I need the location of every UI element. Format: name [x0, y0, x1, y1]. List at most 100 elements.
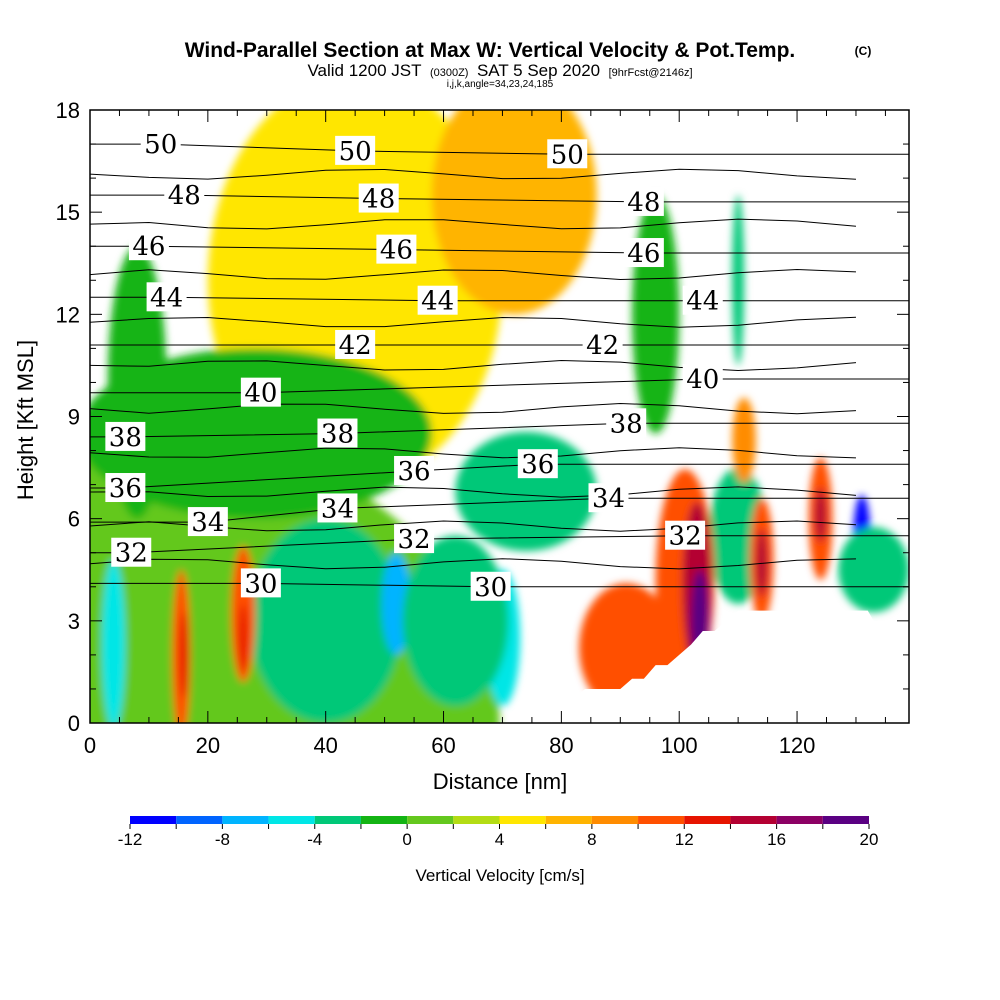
- x-tick-label: 20: [196, 733, 220, 758]
- colorbar: -12 -8 -4 0 4 8 12 16 20: [118, 816, 879, 849]
- velocity-cell: [179, 612, 189, 698]
- isentrope-label-box: [606, 408, 647, 438]
- velocity-cell: [101, 559, 126, 723]
- isentrope-label-box: [317, 493, 358, 523]
- isentrope-line: [90, 378, 909, 394]
- subtitle-utc: (0300Z): [430, 67, 469, 79]
- y-tick-label: 9: [68, 405, 80, 430]
- colorbar-swatch: [130, 816, 177, 824]
- isentrope-label: 44: [682, 285, 723, 317]
- isentrope-line: [90, 359, 857, 372]
- isentrope-label-text: 42: [339, 331, 372, 361]
- isentrope-label: 38: [317, 418, 358, 450]
- isentrope-label-text: 32: [398, 525, 431, 555]
- isentrope-label-box: [623, 238, 664, 268]
- colorbar-tick-label: 20: [860, 830, 879, 849]
- isentrope-label-box: [164, 180, 205, 210]
- isentrope-label-text: 48: [362, 185, 395, 215]
- isentrope-label: 32: [394, 524, 435, 555]
- isentrope-line: [90, 582, 909, 588]
- isentrope-label-text: 46: [627, 239, 660, 269]
- isentrope-label: 40: [240, 377, 281, 409]
- isentrope-label: 48: [623, 186, 664, 218]
- isentrope-label-box: [240, 377, 281, 407]
- isentrope-line: [90, 402, 856, 415]
- y-tick-label: 0: [68, 711, 80, 736]
- x-tick-label: 60: [431, 733, 455, 758]
- isentrope-label-box: [470, 571, 511, 601]
- isentrope-label: 42: [582, 329, 623, 361]
- velocity-cell: [732, 397, 756, 483]
- colorbar-tick-label: -4: [307, 830, 322, 849]
- isentrope-label: 30: [240, 568, 281, 599]
- colorbar-swatch: [776, 816, 823, 824]
- isentrope-label-box: [588, 483, 629, 513]
- isentrope-label-box: [682, 285, 723, 315]
- isentrope-label-box: [240, 568, 281, 598]
- colorbar-tick-label: 16: [767, 830, 786, 849]
- colorbar-swatch: [591, 816, 639, 824]
- velocity-cell: [249, 518, 403, 723]
- y-axis-label: Height [Kft MSL]: [13, 340, 38, 500]
- isentrope-label-box: [335, 135, 376, 165]
- isentrope-label: 36: [517, 449, 558, 480]
- isentrope-line: [90, 447, 856, 459]
- isentrope-label: 42: [335, 329, 376, 361]
- isentrope-label-text: 44: [421, 287, 454, 317]
- isentrope-label: 38: [105, 421, 146, 453]
- isentrope-label-text: 32: [669, 522, 702, 552]
- colorbar-swatch: [822, 816, 869, 824]
- colorbar-swatch: [314, 816, 361, 824]
- isentrope-line: [90, 486, 857, 498]
- isentrope-label: 46: [376, 234, 417, 266]
- isentrope-label-text: 50: [144, 130, 177, 160]
- y-tick-label: 18: [56, 98, 80, 123]
- isentrope-label-box: [394, 455, 435, 485]
- subtitle-date: SAT 5 Sep 2020: [477, 61, 600, 80]
- x-tick-label: 40: [313, 733, 337, 758]
- velocity-cell: [238, 603, 248, 672]
- colorbar-tick-label: 12: [675, 830, 694, 849]
- isentrope-label: 46: [128, 231, 169, 262]
- colorbar-tick-label: 4: [495, 830, 504, 849]
- isentrope-label-text: 50: [339, 137, 372, 167]
- terrain-mask: [561, 610, 909, 723]
- isentrope-label: 34: [588, 483, 629, 514]
- isentrope-label: 38: [606, 408, 647, 439]
- isentrope-label-text: 50: [551, 140, 584, 170]
- x-tick-label: 100: [661, 733, 698, 758]
- isentrope-label-box: [140, 129, 181, 159]
- x-tick-label: 120: [779, 733, 816, 758]
- colorbar-swatch: [176, 816, 223, 824]
- isentrope-label-text: 38: [321, 420, 354, 450]
- isentrope-label-box: [146, 282, 187, 312]
- isentrope-label-box: [582, 329, 623, 359]
- isentrope-label-text: 32: [115, 539, 148, 569]
- isentrope-label-box: [335, 329, 376, 359]
- isentrope-label-text: 38: [109, 423, 142, 453]
- isentrope-label: 46: [623, 238, 664, 269]
- isentrope-label-box: [358, 183, 399, 213]
- colorbar-swatch: [222, 816, 269, 824]
- isentrope-label: 44: [146, 282, 187, 313]
- colorbar-swatch: [499, 816, 546, 824]
- isentrope-label-text: 38: [610, 409, 643, 439]
- isentrope-label-box: [111, 537, 152, 567]
- isentrope-label: 36: [394, 455, 435, 487]
- isentrope-label-text: 34: [592, 484, 625, 514]
- isentrope-label: 48: [164, 180, 205, 211]
- y-tick-label: 3: [68, 609, 80, 634]
- isentrope-label-text: 48: [627, 188, 660, 218]
- isentrope-label-text: 42: [586, 331, 619, 361]
- isentrope-label-box: [376, 234, 417, 264]
- isentrope-label: 48: [358, 183, 399, 215]
- isentrope-label-box: [682, 364, 723, 394]
- isentrope-label-box: [417, 285, 458, 315]
- isentrope-label-box: [517, 449, 558, 479]
- isentrope-label-box: [665, 520, 706, 550]
- x-tick-label: 80: [549, 733, 573, 758]
- isentrope-label-text: 44: [686, 287, 719, 317]
